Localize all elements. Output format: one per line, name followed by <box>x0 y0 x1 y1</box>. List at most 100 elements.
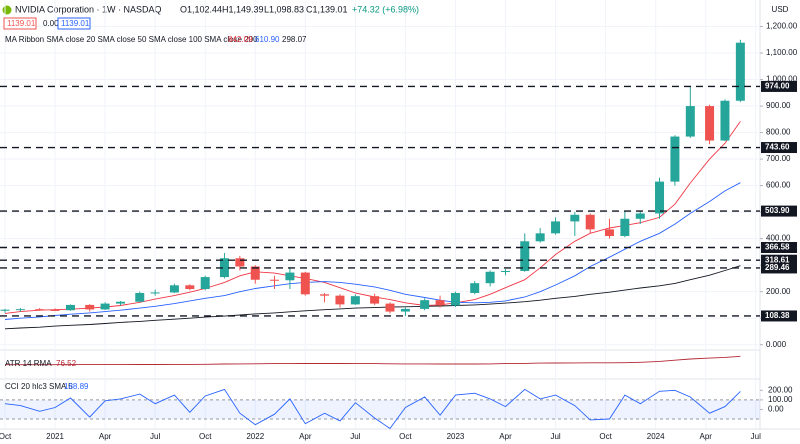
candle-body <box>485 271 495 284</box>
candle-body <box>604 229 614 236</box>
candle-body <box>400 308 410 312</box>
level-label-box <box>761 310 797 322</box>
level-label-box <box>761 241 797 253</box>
level-label: 318.61 <box>765 255 790 264</box>
symbol-title[interactable]: NVIDIA Corporation · 1W · NASDAQ <box>15 4 162 14</box>
y-tick-label: 1,100.00 <box>766 48 798 57</box>
y-tick-label: 400.00 <box>766 234 791 243</box>
x-tick-label: 2021 <box>46 432 64 441</box>
y-tick-label: 100.00 <box>768 395 793 404</box>
ma-value: 842.09 <box>228 35 253 44</box>
level-label-box <box>761 254 797 266</box>
y-tick-label: 0.00 <box>768 405 784 414</box>
level-label: 289.46 <box>765 263 790 272</box>
x-tick-label: Jul <box>550 432 560 441</box>
candle-body <box>435 300 445 306</box>
candle-body <box>335 295 345 305</box>
x-tick-label: Jul <box>150 432 160 441</box>
x-tick-label: Jul <box>350 432 360 441</box>
candle-body <box>585 214 595 230</box>
candle-body <box>620 218 630 236</box>
y-tick-label: 0.000 <box>766 340 787 349</box>
level-label-box <box>761 205 797 217</box>
ohlc-label: C1,139.01 <box>306 4 348 14</box>
cci-label: CCI 20 hlc3 SMA 5 <box>5 382 73 391</box>
y-tick-label: 200.00 <box>768 385 793 394</box>
candle-body <box>655 181 665 214</box>
candle-body <box>501 270 511 272</box>
candle-body <box>250 266 260 280</box>
x-tick-label: Apr <box>699 432 712 441</box>
candle-body <box>370 296 380 304</box>
candle-body <box>551 221 561 234</box>
cci-band <box>0 399 760 419</box>
candle-body <box>0 309 10 311</box>
y-tick-label: 600.00 <box>766 181 791 190</box>
ohlc-label: +74.32 (+6.98%) <box>352 4 419 14</box>
candle-body <box>270 279 280 281</box>
level-label: 974.00 <box>765 82 790 91</box>
x-tick-label: 2022 <box>246 432 264 441</box>
candle-body <box>185 285 195 290</box>
level-label: 108.38 <box>765 311 790 320</box>
x-tick-label: Oct <box>0 432 12 441</box>
candle-body <box>570 214 580 222</box>
price-box-label: 1139.01 <box>61 19 90 28</box>
level-label: 743.60 <box>765 143 790 152</box>
moving-average-line <box>4 182 741 320</box>
ohlc-label: O1,102.44 <box>180 4 222 14</box>
x-tick-label: Apr <box>99 432 112 441</box>
level-label-box <box>761 142 797 154</box>
level-label: 503.90 <box>765 206 790 215</box>
level-label-box <box>761 262 797 274</box>
candle-body <box>350 296 360 305</box>
y-tick-label: 700.00 <box>766 154 791 163</box>
x-tick-label: Apr <box>499 432 512 441</box>
candle-body <box>670 136 680 182</box>
level-label: 366.58 <box>765 243 790 252</box>
x-tick-label: 2024 <box>647 432 665 441</box>
moving-average-line <box>4 265 741 330</box>
candle-body <box>169 285 179 293</box>
currency: USD <box>772 5 789 14</box>
y-tick-label: 200.00 <box>766 287 791 296</box>
y-tick-label: 1,200.00 <box>766 22 798 31</box>
candle-body <box>535 233 545 242</box>
candle-body <box>235 258 245 267</box>
candle-body <box>135 292 145 302</box>
candle-body <box>100 303 110 310</box>
level-label-box <box>761 80 797 92</box>
candle-body <box>450 292 460 306</box>
candle-body <box>150 292 160 294</box>
x-tick-label: 2023 <box>447 432 465 441</box>
candle-body <box>470 283 480 293</box>
x-tick-label: Jul <box>751 432 761 441</box>
candle-body <box>116 301 126 304</box>
y-tick-label: 1,000.00 <box>766 75 798 84</box>
atr-label: ATR 14 RMA <box>5 359 52 368</box>
atr-value: 76.52 <box>56 359 77 368</box>
ma-legend: MA Ribbon SMA close 20 SMA close 50 SMA … <box>5 35 258 44</box>
x-tick-label: Oct <box>599 432 612 441</box>
candle-body <box>35 309 45 311</box>
cci-line <box>4 388 741 430</box>
price-box-label: 0.00 <box>43 19 59 28</box>
y-tick-label: 900.00 <box>766 101 791 110</box>
candle-body <box>50 309 60 311</box>
price-box <box>3 17 37 30</box>
candle-body <box>85 304 95 310</box>
x-tick-label: Oct <box>399 432 412 441</box>
candle-body <box>520 241 530 271</box>
candle-body <box>705 106 715 141</box>
symbol-logo <box>2 5 12 15</box>
x-tick-label: Apr <box>299 432 312 441</box>
candle-body <box>720 100 730 141</box>
y-tick-label: 800.00 <box>766 128 791 137</box>
candle-body <box>685 106 695 137</box>
ohlc-label: H1,149.39 <box>222 4 264 14</box>
candle-body <box>200 277 210 290</box>
grid <box>0 0 760 429</box>
atr-line <box>5 355 741 366</box>
